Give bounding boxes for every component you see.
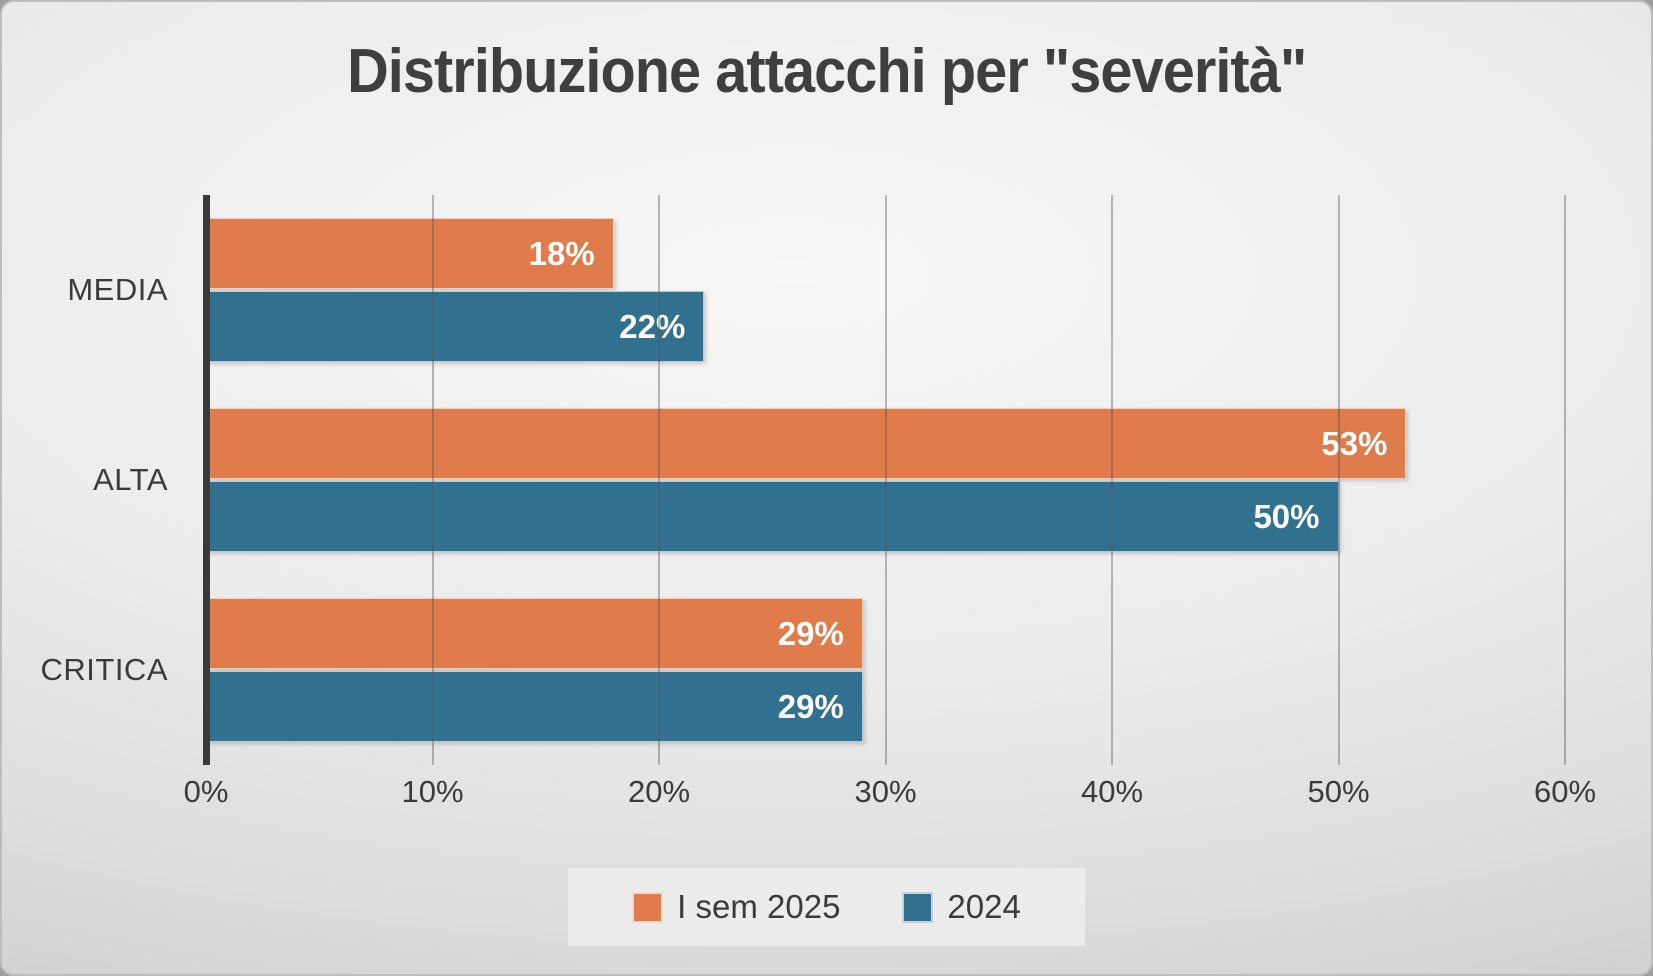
legend: I sem 2025 2024 (2, 868, 1651, 946)
x-axis-tick-label: 20% (627, 774, 691, 809)
category-label: ALTA (93, 462, 168, 497)
chart-title: Distribuzione attacchi per "severità" (2, 36, 1651, 107)
bar-2024: 29% (206, 671, 863, 742)
bar-value-label: 22% (619, 308, 686, 345)
bar-i-sem-2025: 18% (206, 218, 614, 289)
bar-value-label: 18% (528, 235, 595, 272)
bar-i-sem-2025: 29% (206, 598, 863, 669)
gridline (1337, 195, 1340, 765)
legend-box: I sem 2025 2024 (568, 868, 1085, 946)
y-axis-line (203, 195, 210, 765)
category-label: MEDIA (67, 272, 168, 307)
x-axis-tick-label: 30% (854, 774, 917, 809)
bar-i-sem-2025: 53% (206, 408, 1407, 479)
x-axis-tick-label: 60% (1533, 774, 1597, 809)
bar-value-label: 50% (1253, 498, 1320, 535)
legend-label: I sem 2025 (677, 888, 841, 925)
legend-label: 2024 (947, 888, 1021, 925)
bar-2024: 50% (206, 481, 1339, 552)
x-axis-tick-label: 10% (401, 774, 464, 809)
category-label: CRITICA (40, 652, 168, 687)
bar-value-label: 29% (777, 688, 844, 725)
x-axis-tick-label: 50% (1307, 774, 1370, 809)
legend-swatch-icon (902, 891, 934, 923)
legend-swatch-icon (632, 891, 664, 923)
legend-item: 2024 (902, 888, 1021, 926)
chart-title-text: Distribuzione attacchi per "severità" (346, 37, 1307, 106)
plot-area: 18% 22% 53% 50% 29% 29% (203, 195, 1566, 765)
bar-2024: 22% (206, 291, 705, 362)
gridline (884, 195, 887, 765)
legend-item: I sem 2025 (632, 888, 840, 926)
gridline (1111, 195, 1113, 765)
gridline (1564, 195, 1566, 765)
bar-value-label: 53% (1321, 425, 1388, 462)
gridline (658, 195, 660, 765)
gridline (431, 195, 434, 765)
x-axis-tick-label: 40% (1080, 774, 1144, 809)
x-axis-tick-label: 0% (183, 774, 229, 809)
bar-value-label: 29% (777, 615, 844, 652)
